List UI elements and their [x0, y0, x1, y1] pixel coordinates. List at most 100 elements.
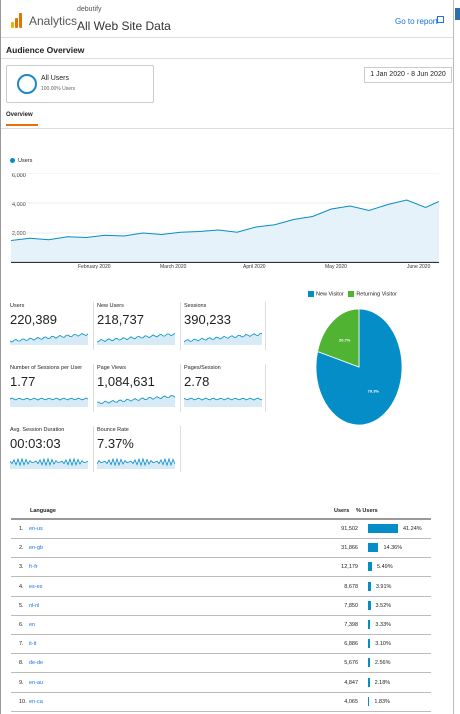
metric-pages-per-session[interactable]: Pages/Session 2.78 [184, 365, 264, 407]
column-header-users[interactable]: Users [334, 508, 350, 514]
users-count: 4,065 [344, 698, 358, 705]
metric-new-users[interactable]: New Users 218,737 [97, 303, 177, 345]
share-bar [368, 524, 398, 533]
visitor-type-pie-chart[interactable]: 79.3% 20.7% [315, 308, 403, 426]
window-left-edge [0, 0, 1, 714]
metric-bounce-rate[interactable]: Bounce Rate 7.37% [97, 427, 177, 469]
page-title: Audience Overview [6, 45, 85, 55]
metric-label: Sessions [184, 303, 207, 309]
segment-card[interactable]: All Users 100.00% Users [6, 65, 154, 103]
sparkline [10, 397, 88, 407]
sparkline [97, 395, 175, 407]
divider [265, 364, 266, 412]
language-link[interactable]: it-it [29, 641, 37, 648]
metric-value: 1.77 [10, 374, 36, 389]
table-row[interactable]: 6. en 7,398 3.33% [11, 616, 431, 635]
row-number: 10. [19, 698, 27, 705]
metric-label: Avg. Session Duration [10, 427, 65, 433]
sparkline [97, 332, 175, 345]
legend-label: Returning Visitor [356, 291, 397, 298]
x-tick-label: May 2020 [325, 264, 347, 270]
language-link[interactable]: en [29, 622, 36, 628]
segment-percent: 100.00% Users [41, 86, 76, 92]
column-header-pct-users[interactable]: % Users [356, 508, 378, 514]
users-area [11, 200, 439, 263]
language-link[interactable]: es-es [29, 583, 43, 590]
share-bar [368, 696, 370, 706]
x-tick-label: June 2020 [407, 264, 431, 270]
tab-overview[interactable]: Overview [6, 112, 38, 126]
top-bar: Analytics debutify All Web Site Data Go … [1, 0, 453, 38]
language-link[interactable]: nl-nl [29, 602, 40, 609]
divider [265, 302, 266, 350]
sparkline [10, 457, 88, 469]
share-bar [368, 658, 370, 668]
y-tick-label: 2,000 [12, 231, 26, 237]
users-percent: 2.56% [374, 660, 391, 667]
table-row[interactable]: 7. it-it 6,886 3.10% [11, 635, 431, 655]
users-percent: 1.83% [374, 698, 390, 705]
users-percent: 3.52% [375, 602, 392, 609]
row-number: 3. [19, 564, 24, 571]
table-row[interactable]: 5. nl-nl 7,850 3.52% [11, 597, 431, 616]
users-percent: 14.36% [383, 545, 403, 552]
metric-page-views[interactable]: Page Views 1,084,631 [97, 365, 177, 407]
date-range-picker[interactable]: 1 Jan 2020 - 8 Jun 2020 [364, 67, 452, 83]
pie-slice-returning-visitor[interactable] [317, 308, 360, 368]
users-percent: 41.24% [403, 526, 422, 532]
metric-value: 2.78 [184, 374, 210, 389]
pie-slice-label: 79.3% [368, 388, 380, 393]
row-number: 4. [19, 583, 24, 590]
external-link-icon[interactable] [437, 16, 444, 23]
metric-value: 390,233 [184, 312, 231, 327]
table-row[interactable]: 2. en-gb 31,866 14.36% [11, 539, 431, 559]
y-tick-label: 4,000 [12, 202, 26, 208]
language-link[interactable]: en-ca [29, 698, 43, 705]
property-name[interactable]: debutify [77, 6, 102, 13]
metric-label: Pages/Session [184, 365, 221, 371]
language-link[interactable]: de-de [29, 660, 44, 667]
table-row[interactable]: 8. de-de 5,676 2.56% [11, 654, 431, 674]
table-row[interactable]: 9. en-au 4,847 2.18% [11, 674, 431, 693]
divider [180, 426, 181, 472]
metric-value: 00:03:03 [10, 436, 61, 451]
edge-marker [455, 8, 460, 20]
view-selector[interactable]: All Web Site Data [77, 19, 171, 33]
share-bar [368, 600, 371, 610]
table-row[interactable]: 4. es-es 8,678 3.91% [11, 578, 431, 597]
users-count: 7,398 [344, 622, 358, 628]
segment-name: All Users [41, 75, 70, 82]
divider [93, 426, 94, 472]
sparkline [97, 457, 175, 469]
metric-label: Number of Sessions per User [10, 365, 83, 371]
share-bar [368, 639, 371, 649]
metric-avg-session-duration[interactable]: Avg. Session Duration 00:03:03 [10, 427, 90, 469]
language-link[interactable]: en-us [29, 526, 43, 532]
go-to-report-link[interactable]: Go to report [395, 17, 438, 26]
users-count: 8,678 [344, 583, 358, 590]
metric-sessions[interactable]: Sessions 390,233 [184, 303, 264, 345]
metric-sessions-per-user[interactable]: Number of Sessions per User 1.77 [10, 365, 90, 407]
table-row[interactable]: 1. en-us 91,502 41.24% [11, 520, 431, 539]
users-percent: 3.33% [375, 622, 392, 628]
divider [1, 128, 453, 129]
metric-value: 7.37% [97, 436, 134, 451]
users-percent: 2.18% [374, 679, 391, 686]
share-bar [368, 620, 371, 629]
users-line-chart[interactable] [11, 173, 439, 263]
row-number: 8. [19, 660, 24, 667]
row-number: 2. [19, 545, 24, 552]
language-link[interactable]: fr-fr [29, 564, 38, 571]
table-row[interactable]: 10. en-ca 4,065 1.83% [11, 693, 431, 712]
metric-label: Page Views [97, 365, 126, 371]
window-right-edge [453, 0, 460, 714]
divider [93, 302, 94, 350]
metric-label: New Users [97, 303, 124, 309]
column-header-language[interactable]: Language [30, 508, 56, 514]
table-row[interactable]: 3. fr-fr 12,179 5.49% [11, 558, 431, 578]
language-link[interactable]: en-gb [29, 545, 44, 552]
row-number: 7. [19, 641, 24, 648]
x-tick-label: April 2020 [243, 264, 266, 270]
language-link[interactable]: en-au [29, 679, 44, 686]
metric-users[interactable]: Users 220,389 [10, 303, 90, 345]
